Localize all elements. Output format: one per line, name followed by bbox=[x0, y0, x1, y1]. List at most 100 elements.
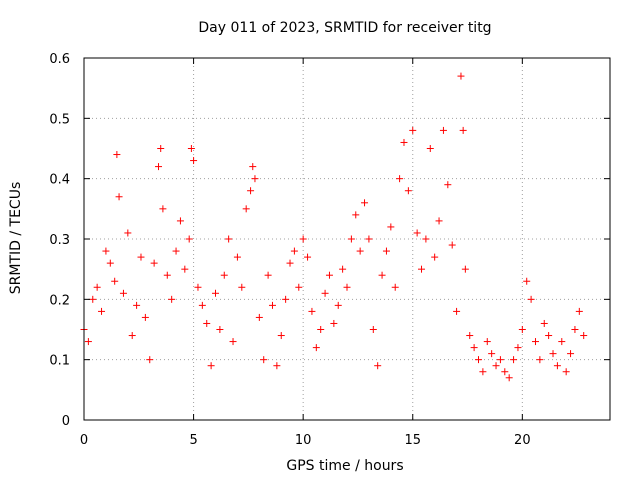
y-axis-label: SRMTID / TECUs bbox=[8, 182, 24, 295]
x-tick-label: 10 bbox=[295, 433, 312, 448]
data-point bbox=[553, 362, 561, 370]
data-point bbox=[194, 283, 202, 291]
data-point bbox=[277, 332, 285, 340]
data-point bbox=[207, 362, 215, 370]
data-point bbox=[321, 289, 329, 297]
data-point bbox=[242, 205, 250, 213]
data-point bbox=[249, 163, 257, 171]
data-point bbox=[575, 307, 583, 315]
data-point bbox=[453, 307, 461, 315]
y-tick-label: 0.3 bbox=[49, 233, 70, 248]
data-point bbox=[448, 241, 456, 249]
data-point bbox=[382, 247, 390, 255]
data-point bbox=[501, 368, 509, 376]
data-point bbox=[308, 307, 316, 315]
data-point bbox=[128, 332, 136, 340]
data-point bbox=[286, 259, 294, 267]
data-point bbox=[216, 326, 224, 333]
data-point bbox=[343, 283, 351, 291]
data-point bbox=[172, 247, 180, 255]
data-point bbox=[264, 271, 272, 279]
x-tick-label: 15 bbox=[404, 433, 421, 448]
data-points bbox=[80, 72, 588, 382]
data-point bbox=[229, 338, 237, 346]
data-point bbox=[168, 295, 176, 303]
data-point bbox=[113, 151, 121, 159]
data-point bbox=[233, 253, 241, 261]
data-point bbox=[510, 356, 518, 364]
data-point bbox=[470, 344, 478, 352]
data-point bbox=[220, 271, 228, 279]
data-point bbox=[251, 175, 259, 183]
data-point bbox=[404, 187, 412, 195]
data-point bbox=[391, 283, 399, 291]
data-point bbox=[124, 229, 132, 237]
data-point bbox=[163, 271, 171, 279]
data-point bbox=[176, 217, 184, 225]
data-point bbox=[304, 253, 312, 261]
data-point bbox=[334, 301, 342, 309]
data-point bbox=[461, 265, 469, 273]
data-point bbox=[431, 253, 439, 261]
data-point bbox=[387, 223, 395, 231]
data-point bbox=[203, 319, 211, 327]
data-point bbox=[181, 265, 189, 273]
data-point bbox=[133, 301, 141, 309]
data-point bbox=[558, 338, 566, 346]
data-point bbox=[562, 368, 570, 376]
data-point bbox=[409, 126, 417, 134]
data-point bbox=[155, 163, 163, 171]
data-point bbox=[439, 126, 447, 134]
data-point bbox=[106, 259, 114, 267]
data-point bbox=[141, 313, 149, 321]
x-tick-label: 0 bbox=[80, 433, 88, 448]
data-point bbox=[496, 356, 504, 364]
data-point bbox=[369, 326, 377, 333]
data-point bbox=[365, 235, 373, 243]
data-point bbox=[93, 283, 101, 291]
data-point bbox=[190, 157, 198, 165]
data-point bbox=[540, 319, 548, 327]
data-point bbox=[312, 344, 320, 352]
data-point bbox=[567, 350, 575, 358]
data-point bbox=[488, 350, 496, 358]
data-point bbox=[523, 277, 531, 285]
data-point bbox=[268, 301, 276, 309]
data-point bbox=[361, 199, 369, 207]
data-point bbox=[378, 271, 386, 279]
axis-ticks: 0 0.1 0.2 0.3 0.4 0.5 0.6 0 5 10 15 20 bbox=[49, 52, 610, 448]
data-point bbox=[536, 356, 544, 364]
data-point bbox=[580, 332, 588, 340]
data-point bbox=[198, 301, 206, 309]
data-point bbox=[505, 374, 513, 382]
data-point bbox=[514, 344, 522, 352]
data-point bbox=[159, 205, 167, 213]
data-point bbox=[212, 289, 219, 297]
data-point bbox=[444, 181, 452, 189]
x-tick-label: 5 bbox=[189, 433, 197, 448]
data-point bbox=[247, 187, 255, 195]
data-point bbox=[119, 289, 127, 297]
data-point bbox=[282, 295, 290, 303]
data-point bbox=[396, 175, 404, 183]
data-point bbox=[137, 253, 145, 261]
y-tick-label: 0.4 bbox=[49, 173, 70, 188]
data-point bbox=[571, 326, 579, 333]
x-axis-label: GPS time / hours bbox=[286, 458, 403, 474]
data-point bbox=[422, 235, 430, 243]
data-point bbox=[518, 326, 526, 333]
data-point bbox=[531, 338, 539, 346]
data-point bbox=[483, 338, 491, 346]
data-point bbox=[545, 332, 553, 340]
data-point bbox=[356, 247, 364, 255]
data-point bbox=[273, 362, 281, 370]
y-tick-label: 0.6 bbox=[49, 52, 70, 67]
data-point bbox=[187, 145, 195, 152]
data-point bbox=[157, 145, 165, 152]
data-point bbox=[98, 307, 106, 315]
data-point bbox=[150, 259, 158, 267]
y-tick-label: 0.5 bbox=[49, 112, 70, 127]
data-point bbox=[352, 211, 360, 219]
